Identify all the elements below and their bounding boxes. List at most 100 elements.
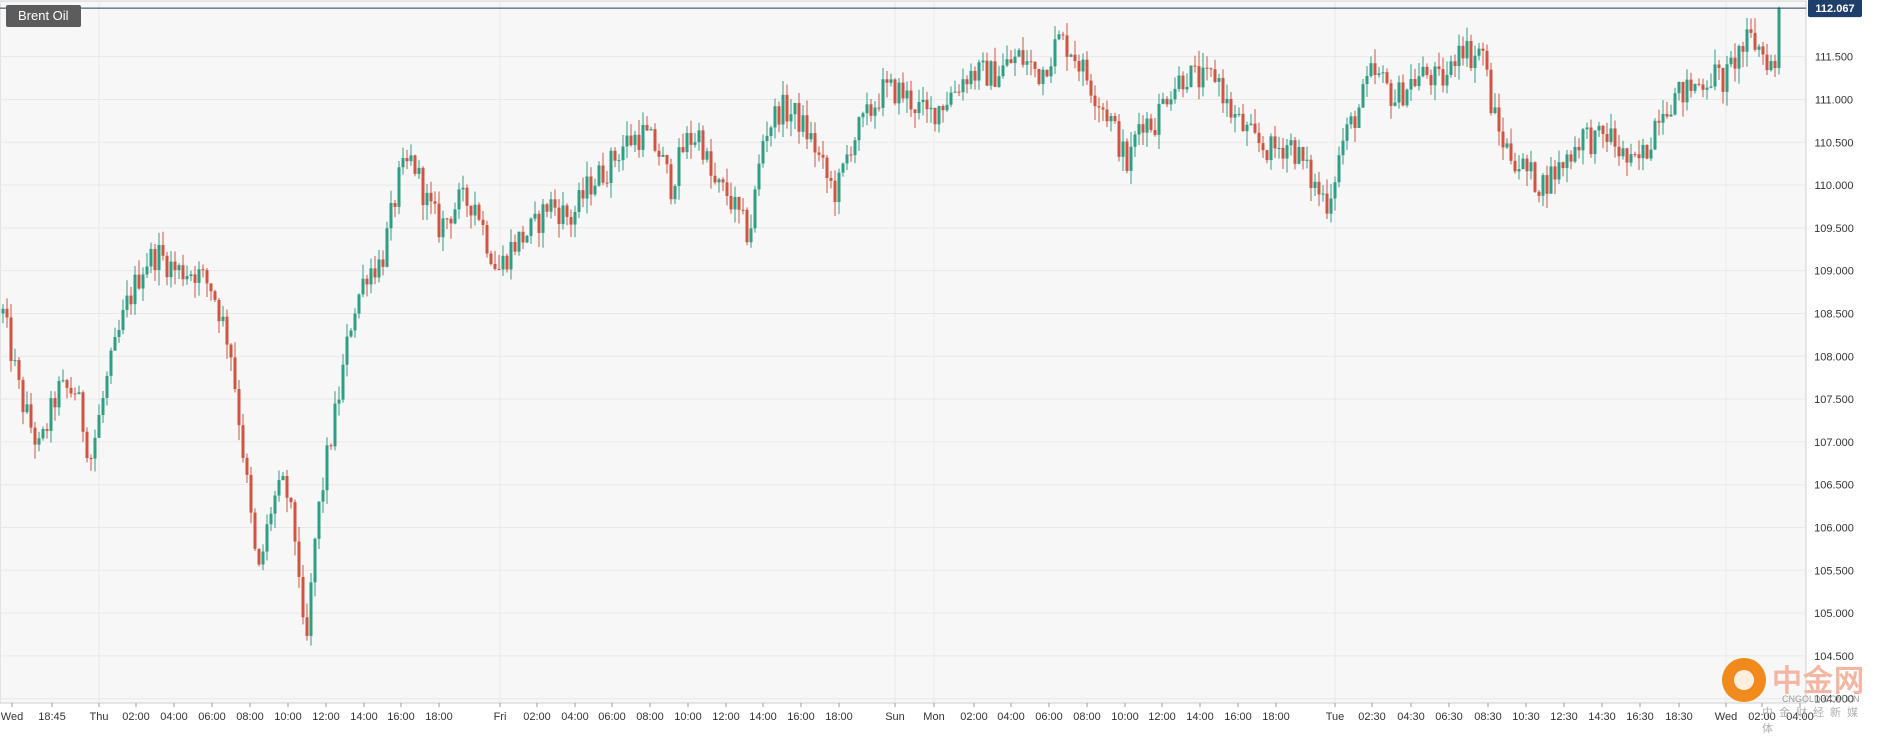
candle-body xyxy=(1605,133,1609,142)
plot-area xyxy=(0,0,1807,704)
candle-body xyxy=(1701,84,1705,90)
candle-body xyxy=(1185,86,1189,90)
x-tick-label: 16:00 xyxy=(387,711,415,723)
candle-body xyxy=(713,175,717,183)
candle-body xyxy=(1381,72,1385,74)
candle-body xyxy=(1769,61,1773,71)
candle-body xyxy=(657,150,661,157)
candle-body xyxy=(545,204,549,212)
candle-body xyxy=(1313,181,1317,188)
candle-body xyxy=(1065,35,1069,57)
candle-body xyxy=(289,497,293,503)
candle-body xyxy=(957,91,961,93)
candle-body xyxy=(1713,64,1717,87)
candle-body xyxy=(1365,75,1369,85)
y-tick-label: 110.500 xyxy=(1815,137,1854,149)
candle-body xyxy=(1129,146,1133,171)
candle-body xyxy=(237,389,241,426)
candle-body xyxy=(1377,73,1381,76)
candle-body xyxy=(813,133,817,153)
candle-body xyxy=(537,213,541,233)
candle-body xyxy=(785,94,789,122)
candle-body xyxy=(769,127,773,136)
last-price-badge xyxy=(1808,0,1862,18)
candle-body xyxy=(1073,54,1077,61)
x-tick-label: 04:00 xyxy=(561,711,589,723)
x-tick-label: 02:30 xyxy=(1358,711,1386,723)
candle-body xyxy=(93,437,97,459)
candle-body xyxy=(1033,61,1037,69)
x-tick-label: 12:00 xyxy=(1148,711,1176,723)
candle-body xyxy=(829,177,833,181)
candle-body xyxy=(1425,66,1429,75)
candle-body xyxy=(1649,149,1653,159)
candle-body xyxy=(577,190,581,212)
x-tick-label: 02:00 xyxy=(960,711,988,723)
candle-body xyxy=(641,125,645,150)
candle-body xyxy=(517,231,521,252)
candle-body xyxy=(881,79,885,108)
candle-body xyxy=(1481,48,1485,51)
candle-body xyxy=(29,404,33,428)
candle-body xyxy=(1645,144,1649,159)
candle-body xyxy=(661,155,665,157)
candle-body xyxy=(853,140,857,156)
candle-body xyxy=(1121,141,1125,157)
candle-body xyxy=(1765,54,1769,71)
candle-body xyxy=(1349,116,1353,125)
candle-body xyxy=(181,265,185,280)
candle-body xyxy=(861,113,865,118)
y-tick-label: 104.000 xyxy=(1814,694,1854,706)
candle-body xyxy=(1193,65,1197,67)
candle-body xyxy=(85,431,89,459)
candle-body xyxy=(473,204,477,216)
candle-body xyxy=(745,209,749,243)
candle-body xyxy=(705,151,709,160)
candle-body xyxy=(869,104,873,116)
candle-body xyxy=(381,259,385,267)
candle-body xyxy=(873,107,877,116)
candle-body xyxy=(345,336,349,365)
candle-body xyxy=(885,79,889,83)
candle-body xyxy=(1037,68,1041,84)
candle-body xyxy=(1021,50,1025,65)
candle-body xyxy=(1309,159,1313,188)
candle-body xyxy=(249,474,253,513)
candle-body xyxy=(349,330,353,337)
candle-body xyxy=(1093,95,1097,107)
candle-body xyxy=(1149,118,1153,131)
candle-body xyxy=(1721,68,1725,92)
candle-body xyxy=(1473,55,1477,69)
candle-body xyxy=(461,187,465,190)
x-tick-label: 14:30 xyxy=(1588,711,1616,723)
candle-body xyxy=(929,107,933,110)
candle-body xyxy=(1241,113,1245,132)
watermark-subtitle: 中金财经新媒体 xyxy=(1762,706,1864,735)
candle-body xyxy=(625,135,629,147)
candle-body xyxy=(1657,120,1661,123)
x-tick-label: 18:30 xyxy=(1665,711,1693,723)
candle-body xyxy=(1413,79,1417,87)
candle-body xyxy=(497,268,501,270)
candle-body xyxy=(1497,107,1501,132)
candle-body xyxy=(1289,140,1293,146)
candle-body xyxy=(677,147,681,187)
candle-body xyxy=(889,79,893,83)
candle-body xyxy=(697,130,701,143)
candle-body xyxy=(1173,88,1177,100)
x-tick-label: Wed xyxy=(1715,711,1737,723)
candle-body xyxy=(1109,115,1113,122)
candle-body xyxy=(701,130,705,160)
candle-body xyxy=(417,167,421,174)
candle-body xyxy=(1317,181,1321,195)
candle-body xyxy=(1077,60,1081,72)
candle-body xyxy=(1753,32,1757,50)
candle-body xyxy=(845,154,849,164)
candle-body xyxy=(573,211,577,225)
candle-body xyxy=(1301,147,1305,161)
candle-body xyxy=(1449,61,1453,75)
candle-body xyxy=(1189,65,1193,87)
y-tick-label: 111.000 xyxy=(1815,94,1853,106)
y-tick-label: 105.500 xyxy=(1814,565,1854,577)
candle-body xyxy=(1097,106,1101,108)
